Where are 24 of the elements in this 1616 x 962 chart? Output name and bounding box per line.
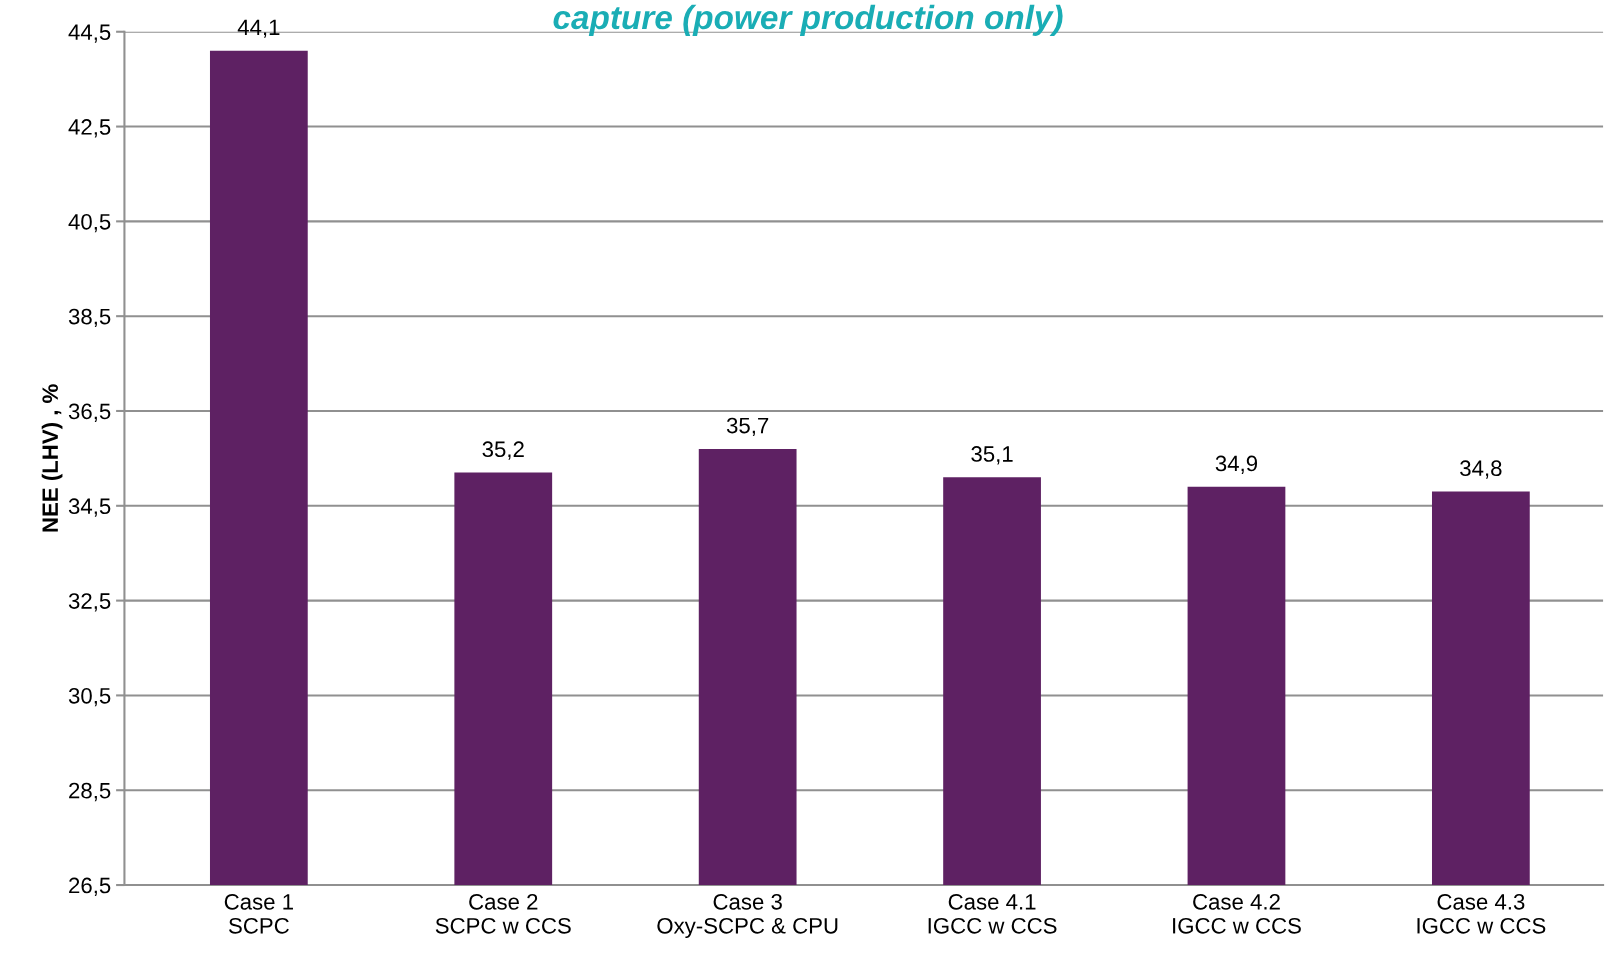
y-tick-label: 36,5: [68, 403, 111, 422]
y-tick-label: 40,5: [68, 213, 111, 233]
y-tick-label: 26,5: [69, 877, 111, 896]
x-tick-label: Case 4.3 IGCC w CCS: [1417, 893, 1546, 934]
data-label: 35,7: [726, 417, 769, 437]
chart-title: capture (power production only): [553, 4, 1063, 36]
y-tick-label: 32,5: [68, 593, 111, 612]
x-tick-label: Case 1 SCPC: [224, 893, 293, 934]
x-tick-label: Case 4.1 IGCC w CCS: [928, 893, 1057, 934]
data-label: 34,8: [1460, 460, 1502, 479]
data-label: 35,1: [971, 446, 1013, 465]
data-label: 34,9: [1215, 455, 1258, 474]
y-tick-label: 30,5: [68, 687, 111, 707]
y-tick-label: 34,5: [68, 498, 111, 517]
y-tick-label: 42,5: [68, 119, 111, 138]
x-tick-label: Case 2 SCPC w CCS: [435, 893, 571, 934]
y-tick-label: 44,5: [68, 24, 111, 43]
x-tick-label: Case 4.2 IGCC w CCS: [1173, 893, 1301, 934]
data-label: 44,1: [237, 19, 280, 38]
data-label: 35,2: [482, 441, 524, 460]
y-tick-label: 28,5: [69, 782, 111, 802]
y-tick-label: 38,5: [68, 308, 111, 328]
y-axis-title: NEE (LHV) , %: [41, 384, 63, 532]
x-tick-label: Case 3 Oxy-SCPC & CPU: [657, 893, 838, 939]
